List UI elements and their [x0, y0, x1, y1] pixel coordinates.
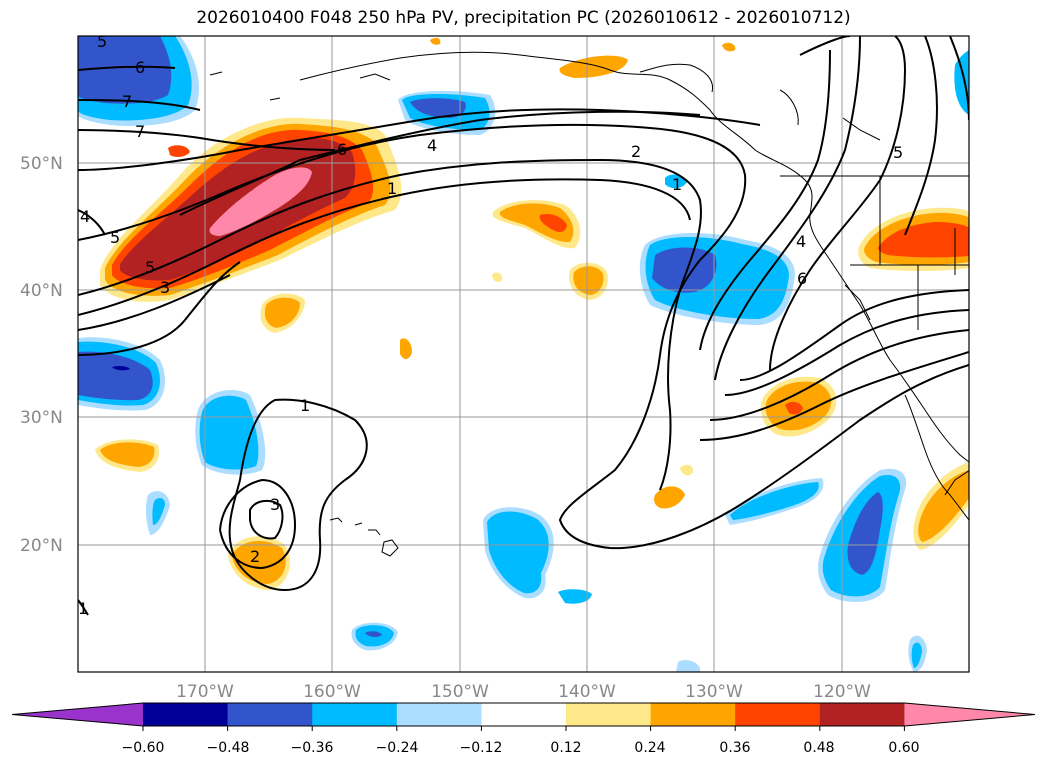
- neg-small-6: [676, 660, 700, 672]
- contour-label: 1: [300, 396, 310, 415]
- lon-label-140w: 140°W: [558, 682, 616, 702]
- coastlines: [209, 51, 969, 521]
- map-title: 2026010400 F048 250 hPa PV, precipitatio…: [196, 8, 851, 28]
- colorbar-tick-label: −0.48: [207, 740, 250, 756]
- pos-c1-orange: [499, 203, 574, 243]
- contour-label: 3: [270, 495, 280, 514]
- neg-small-1-dk: [365, 631, 382, 638]
- pv-contours: [78, 36, 969, 616]
- contour-labels: 5 6 7 7 6 4 2 1 5 5 3 1 3 2 1 4 6 5 1 4: [78, 32, 903, 618]
- neg-n50-dark: [410, 98, 466, 118]
- neg-nw-dark: [78, 36, 172, 104]
- contour-label: 6: [797, 269, 807, 288]
- pos-c2-in: [573, 266, 604, 295]
- pos-small-2: [680, 464, 694, 476]
- pos-e30-red: [785, 401, 803, 415]
- latitude-labels: 50°N 40°N 30°N 20°N: [20, 154, 63, 556]
- contour-label: 5: [145, 258, 155, 277]
- neg-se-dark: [847, 492, 883, 575]
- colorbar-segment: [481, 703, 567, 726]
- pos-small-1: [654, 486, 685, 509]
- map-frame: [77, 35, 970, 673]
- colorbar-tick-label: 0.48: [803, 740, 834, 756]
- contour-label: 2: [631, 142, 641, 161]
- pos-small-5: [492, 272, 503, 283]
- contour-label: 4: [796, 232, 806, 251]
- contour-label: 3: [160, 278, 170, 297]
- pos-c5-in: [100, 442, 155, 467]
- pos-baja-orange: [918, 470, 969, 542]
- neg-hi-mid: [199, 395, 259, 470]
- contour-label: 7: [122, 92, 132, 111]
- lon-label-170w: 170°W: [176, 682, 234, 702]
- pos-c4: [400, 338, 412, 360]
- contour-label: 5: [893, 143, 903, 162]
- lat-label-30: 30°N: [20, 408, 63, 428]
- lon-label-150w: 150°W: [431, 682, 489, 702]
- shading-layer: [78, 36, 969, 672]
- colorbar-extend-min: [12, 703, 143, 726]
- colorbar: [11, 702, 1036, 731]
- neg-small-2-in: [152, 497, 165, 525]
- contour-label: 4: [427, 136, 437, 155]
- pos-small-4: [722, 42, 736, 52]
- colorbar-segment: [566, 703, 652, 726]
- pos-band-pink: [209, 167, 312, 236]
- neg-e20-mid: [730, 482, 819, 520]
- lon-label-120w: 120°W: [813, 682, 871, 702]
- colorbar-tick-label: 0.36: [719, 740, 750, 756]
- lat-label-50: 50°N: [20, 154, 63, 174]
- pos-c1-red: [539, 214, 567, 233]
- pos-c3-in: [264, 297, 300, 328]
- colorbar-segment: [312, 703, 398, 726]
- colorbar-segment: [650, 703, 736, 726]
- contour-label: 6: [337, 140, 347, 159]
- neg-s20-2: [558, 589, 592, 604]
- colorbar-tick-label: −0.36: [291, 740, 334, 756]
- contour-label: 5: [110, 228, 120, 247]
- contour-label: 6: [135, 58, 145, 77]
- contour-label: 2: [250, 547, 260, 566]
- neg-small-3-in: [911, 642, 922, 668]
- colorbar-segment: [735, 703, 821, 726]
- neg-small-5: [954, 50, 969, 115]
- contour-label: 1: [387, 179, 397, 198]
- neg-s20-mid: [487, 511, 549, 594]
- colorbar-segment: [819, 703, 905, 726]
- longitude-labels: 170°W 160°W 150°W 140°W 130°W 120°W: [176, 682, 871, 702]
- colorbar-segment: [143, 703, 229, 726]
- colorbar-extend-max: [904, 703, 1035, 726]
- colorbar-labels: −0.60 −0.48 −0.36 −0.24 −0.12 0.12 0.24 …: [122, 740, 920, 756]
- colorbar-tick-label: −0.12: [460, 740, 503, 756]
- lat-label-20: 20°N: [20, 536, 63, 556]
- pos-nw-coast-red: [878, 222, 969, 258]
- contour-label: 4: [80, 207, 90, 226]
- colorbar-tick-label: 0.60: [888, 740, 919, 756]
- colorbar-segment: [227, 703, 313, 726]
- contour-label: 1: [78, 599, 88, 618]
- neg-w35-dark: [78, 351, 153, 401]
- pos-small-3: [559, 55, 628, 78]
- contour-label: 5: [97, 32, 107, 51]
- pos-small-6: [430, 37, 441, 45]
- colorbar-tick-label: −0.24: [376, 740, 419, 756]
- lon-label-130w: 130°W: [685, 682, 743, 702]
- contour-label: 1: [672, 175, 682, 194]
- neg-w35-navy: [112, 365, 130, 371]
- lon-label-160w: 160°W: [303, 682, 361, 702]
- lat-label-40: 40°N: [20, 281, 63, 301]
- colorbar-tick-label: 0.12: [550, 740, 581, 756]
- hawaii-islands: [329, 517, 399, 557]
- pos-small-7: [168, 145, 190, 157]
- colorbar-segment: [396, 703, 482, 726]
- contour-label: 7: [135, 122, 145, 141]
- colorbar-tick-label: 0.24: [634, 740, 665, 756]
- colorbar-tick-label: −0.60: [122, 740, 165, 756]
